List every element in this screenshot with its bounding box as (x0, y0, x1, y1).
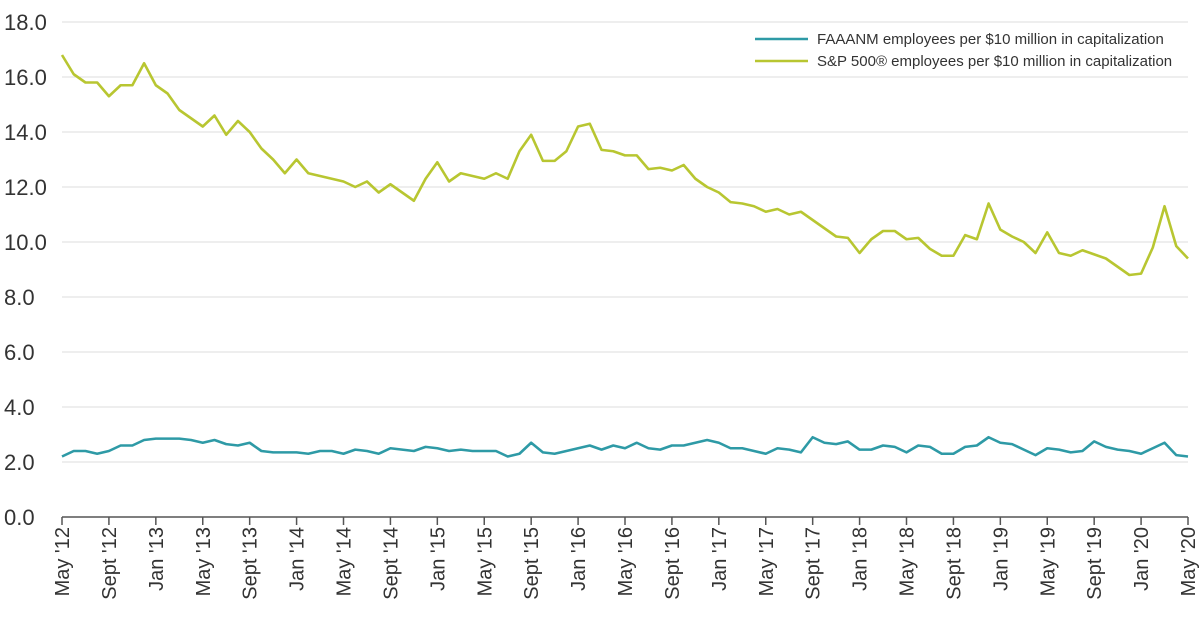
x-tick-label: May '19 (1037, 527, 1059, 596)
x-tick-label: May '15 (474, 527, 496, 596)
x-tick-label: Jan '14 (287, 527, 309, 591)
series-line-faaanm (61, 435, 1189, 458)
x-tick-label: Jan '18 (850, 527, 872, 591)
x-tick-label: Sept '17 (803, 527, 825, 600)
y-tick-label: 10.0 (4, 230, 47, 255)
x-tick-label: Sept '18 (943, 527, 965, 600)
y-tick-label: 6.0 (4, 340, 35, 365)
y-tick-label: 18.0 (4, 10, 47, 35)
x-tick-label: Sept '12 (99, 527, 121, 600)
x-tick-label: May '12 (52, 527, 74, 596)
x-tick-label: Jan '16 (568, 527, 590, 591)
x-tick-label: May '17 (756, 527, 778, 596)
series-line-sp500 (60, 54, 1189, 277)
y-tick-label: 14.0 (4, 120, 47, 145)
x-tick-label: Jan '15 (427, 527, 449, 591)
x-tick-label: May '20 (1178, 527, 1200, 596)
y-tick-label: 0.0 (4, 505, 35, 530)
y-tick-label: 16.0 (4, 65, 47, 90)
x-tick-label: Sept '16 (662, 527, 684, 600)
gridlines (62, 21, 1188, 518)
legend-label-sp500: S&P 500® employees per $10 million in ca… (817, 53, 1172, 70)
y-tick-label: 2.0 (4, 450, 35, 475)
x-tick-label: Jan '19 (990, 527, 1012, 591)
legend-label-faaanm: FAAANM employees per $10 million in capi… (817, 31, 1164, 48)
x-tick-label: May '14 (334, 527, 356, 596)
y-tick-label: 12.0 (4, 175, 47, 200)
series-lines (60, 54, 1189, 458)
x-tick-label: Jan '20 (1131, 527, 1153, 591)
x-tick-label: May '13 (193, 527, 215, 596)
x-tick-label: May '16 (615, 527, 637, 596)
x-tick-label: Sept '19 (1084, 527, 1106, 600)
y-tick-label: 4.0 (4, 395, 35, 420)
x-tick-label: Jan '17 (709, 527, 731, 591)
legend: FAAANM employees per $10 million in capi… (755, 31, 1172, 70)
x-tick-label: Sept '13 (240, 527, 262, 600)
x-axis: May '12 Sept '12 Jan '13 May '13 Sept '13 Jan… (52, 516, 1200, 600)
x-tick-label: Jan '13 (146, 527, 168, 591)
y-axis-ticks: 0.0 2.0 4.0 6.0 8.0 10.0 12.0 14.0 16.0 18.0 (4, 10, 47, 530)
x-tick-label: May '18 (897, 527, 919, 596)
x-tick-label: Sept '14 (380, 527, 402, 600)
y-tick-label: 8.0 (4, 285, 35, 310)
x-tick-label: Sept '15 (521, 527, 543, 600)
